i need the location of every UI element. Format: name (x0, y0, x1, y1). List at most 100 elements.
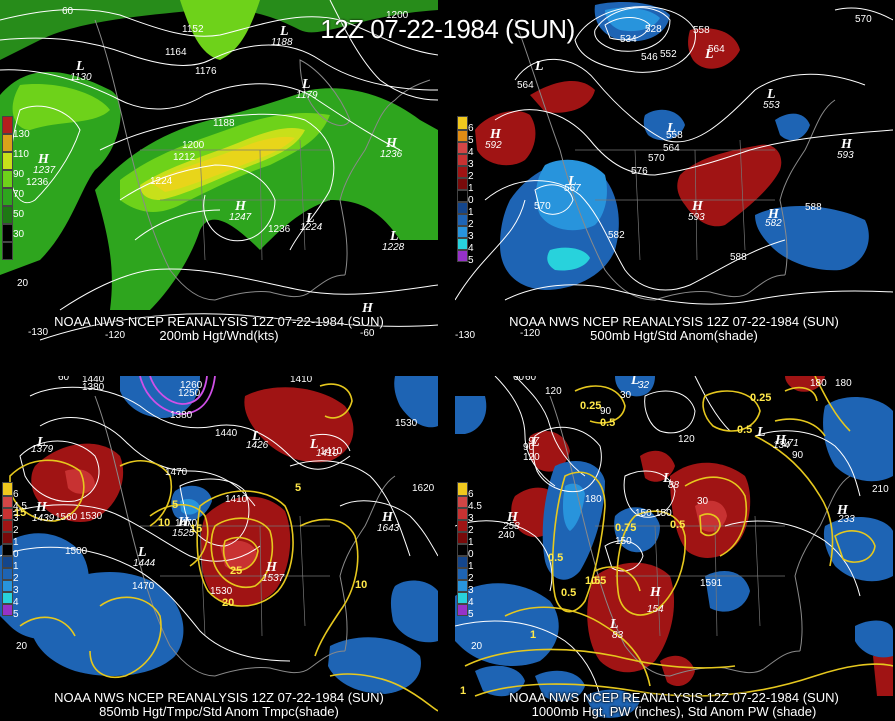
svg-text:1440: 1440 (82, 376, 105, 385)
legend-label: 3 (468, 585, 474, 596)
svg-text:L: L (389, 229, 399, 244)
svg-text:1: 1 (530, 629, 536, 641)
svg-text:-120: -120 (520, 328, 540, 339)
svg-text:0.75: 0.75 (615, 522, 636, 534)
map-grid-labels-200mb: 60 1200 20 -130 -120 -60 (17, 6, 409, 341)
legend-swatch (457, 482, 468, 496)
legend-swatch (457, 166, 468, 178)
svg-text:1164: 1164 (165, 47, 187, 58)
svg-text:1470: 1470 (175, 518, 198, 529)
svg-text:570: 570 (855, 14, 872, 25)
svg-text:H: H (767, 207, 780, 222)
svg-text:90: 90 (792, 450, 804, 461)
map-grid-labels-500mb: -120 -130 (455, 328, 540, 341)
caption-line1-500mb: NOAA NWS NCEP REANALYSIS 12Z 07-22-1984 … (509, 314, 839, 329)
legend-label: 3 (13, 585, 19, 596)
svg-text:90: 90 (600, 406, 612, 417)
legend-label: 2 (468, 573, 474, 584)
svg-text:L: L (305, 211, 315, 226)
svg-text:1236: 1236 (380, 149, 403, 160)
svg-text:H: H (361, 301, 374, 316)
caption-line1-200mb: NOAA NWS NCEP REANALYSIS 12Z 07-22-1984 … (54, 314, 384, 329)
svg-text:97: 97 (528, 436, 540, 447)
legend-swatch (457, 496, 468, 508)
legend-swatch (2, 482, 13, 496)
svg-text:1152: 1152 (182, 24, 204, 35)
temperature-contours-850mb (9, 383, 438, 712)
svg-text:H: H (35, 500, 48, 515)
legend-swatch (457, 532, 468, 544)
svg-text:588: 588 (805, 202, 822, 213)
svg-text:593: 593 (688, 212, 705, 223)
legend-label: 130 (13, 129, 30, 140)
height-contours-1000mb (455, 376, 861, 697)
legend-label: 1 (468, 183, 474, 194)
legend-swatch (457, 580, 468, 592)
svg-text:H: H (489, 127, 502, 142)
legend-swatch (2, 170, 13, 188)
svg-text:1176: 1176 (195, 66, 217, 77)
legend-swatch (2, 242, 13, 260)
svg-text:0.5: 0.5 (600, 417, 615, 429)
svg-text:L: L (301, 77, 311, 92)
legend-swatch (457, 202, 468, 214)
svg-text:H: H (774, 433, 787, 448)
svg-text:1200: 1200 (182, 140, 205, 151)
svg-text:-130: -130 (28, 327, 48, 338)
svg-text:1250: 1250 (178, 388, 201, 399)
svg-text:L: L (309, 437, 319, 452)
svg-text:1228: 1228 (382, 242, 405, 253)
legend-label: 1 (468, 537, 474, 548)
legend-label: 5 (13, 609, 19, 620)
svg-text:0.5: 0.5 (561, 587, 576, 599)
svg-text:1247: 1247 (229, 212, 252, 223)
legend-swatch (457, 238, 468, 250)
legend-swatch (2, 544, 13, 556)
svg-text:120: 120 (545, 386, 562, 397)
svg-text:1379: 1379 (31, 444, 54, 455)
basemap-outlines (514, 19, 836, 301)
svg-text:H: H (840, 137, 853, 152)
legend-label: 1 (468, 561, 474, 572)
svg-text:1236: 1236 (26, 177, 49, 188)
svg-text:1470: 1470 (132, 581, 155, 592)
svg-text:H: H (37, 152, 50, 167)
svg-text:H: H (691, 199, 704, 214)
svg-text:240: 240 (498, 530, 515, 541)
pw-labels-1000mb: 0.25 0.5 0.5 0.25 0.5 0.75 0.5 1.5 0.5 0… (460, 392, 771, 697)
svg-text:15: 15 (14, 507, 26, 519)
legend-swatch (457, 520, 468, 532)
svg-text:1179: 1179 (296, 90, 318, 101)
svg-text:5: 5 (172, 499, 178, 511)
legend-200mb (2, 116, 13, 260)
svg-text:L: L (279, 24, 289, 39)
svg-text:10: 10 (355, 579, 367, 591)
legend-label: 50 (13, 209, 25, 220)
legend-label: 30 (13, 229, 25, 240)
panel-200mb-height-wind: 1152 1164 1176 1188 1200 1212 1224 1236 … (0, 0, 438, 345)
legend-label: 1 (13, 561, 19, 572)
legend-label: 70 (13, 189, 25, 200)
svg-text:120: 120 (678, 434, 695, 445)
svg-text:H: H (381, 510, 394, 525)
svg-text:558: 558 (693, 25, 710, 36)
legend-label: 2 (468, 219, 474, 230)
svg-text:1530: 1530 (210, 586, 233, 597)
legend-swatch (457, 250, 468, 262)
svg-text:570: 570 (534, 201, 551, 212)
legend-swatch (2, 604, 13, 616)
contour-labels-500mb: 534 528 546 552 558 564 564 558 564 570 … (517, 14, 872, 263)
legend-swatch (2, 580, 13, 592)
legend-swatch (457, 130, 468, 142)
svg-text:1643: 1643 (377, 523, 400, 534)
legend-swatch (2, 568, 13, 580)
svg-text:L: L (630, 376, 640, 388)
svg-text:1426: 1426 (246, 440, 269, 451)
panel-1000mb-height-pw: 60 120 30 90 120 180 150 210 240 180 120… (455, 376, 893, 721)
svg-text:L: L (251, 429, 261, 444)
svg-text:0.25: 0.25 (750, 392, 771, 404)
legend-label: 4 (468, 597, 474, 608)
svg-text:534: 534 (620, 34, 637, 45)
map-850mb: 1380 1440 1380 1260 1250 1380 1410 1440 … (0, 376, 438, 712)
